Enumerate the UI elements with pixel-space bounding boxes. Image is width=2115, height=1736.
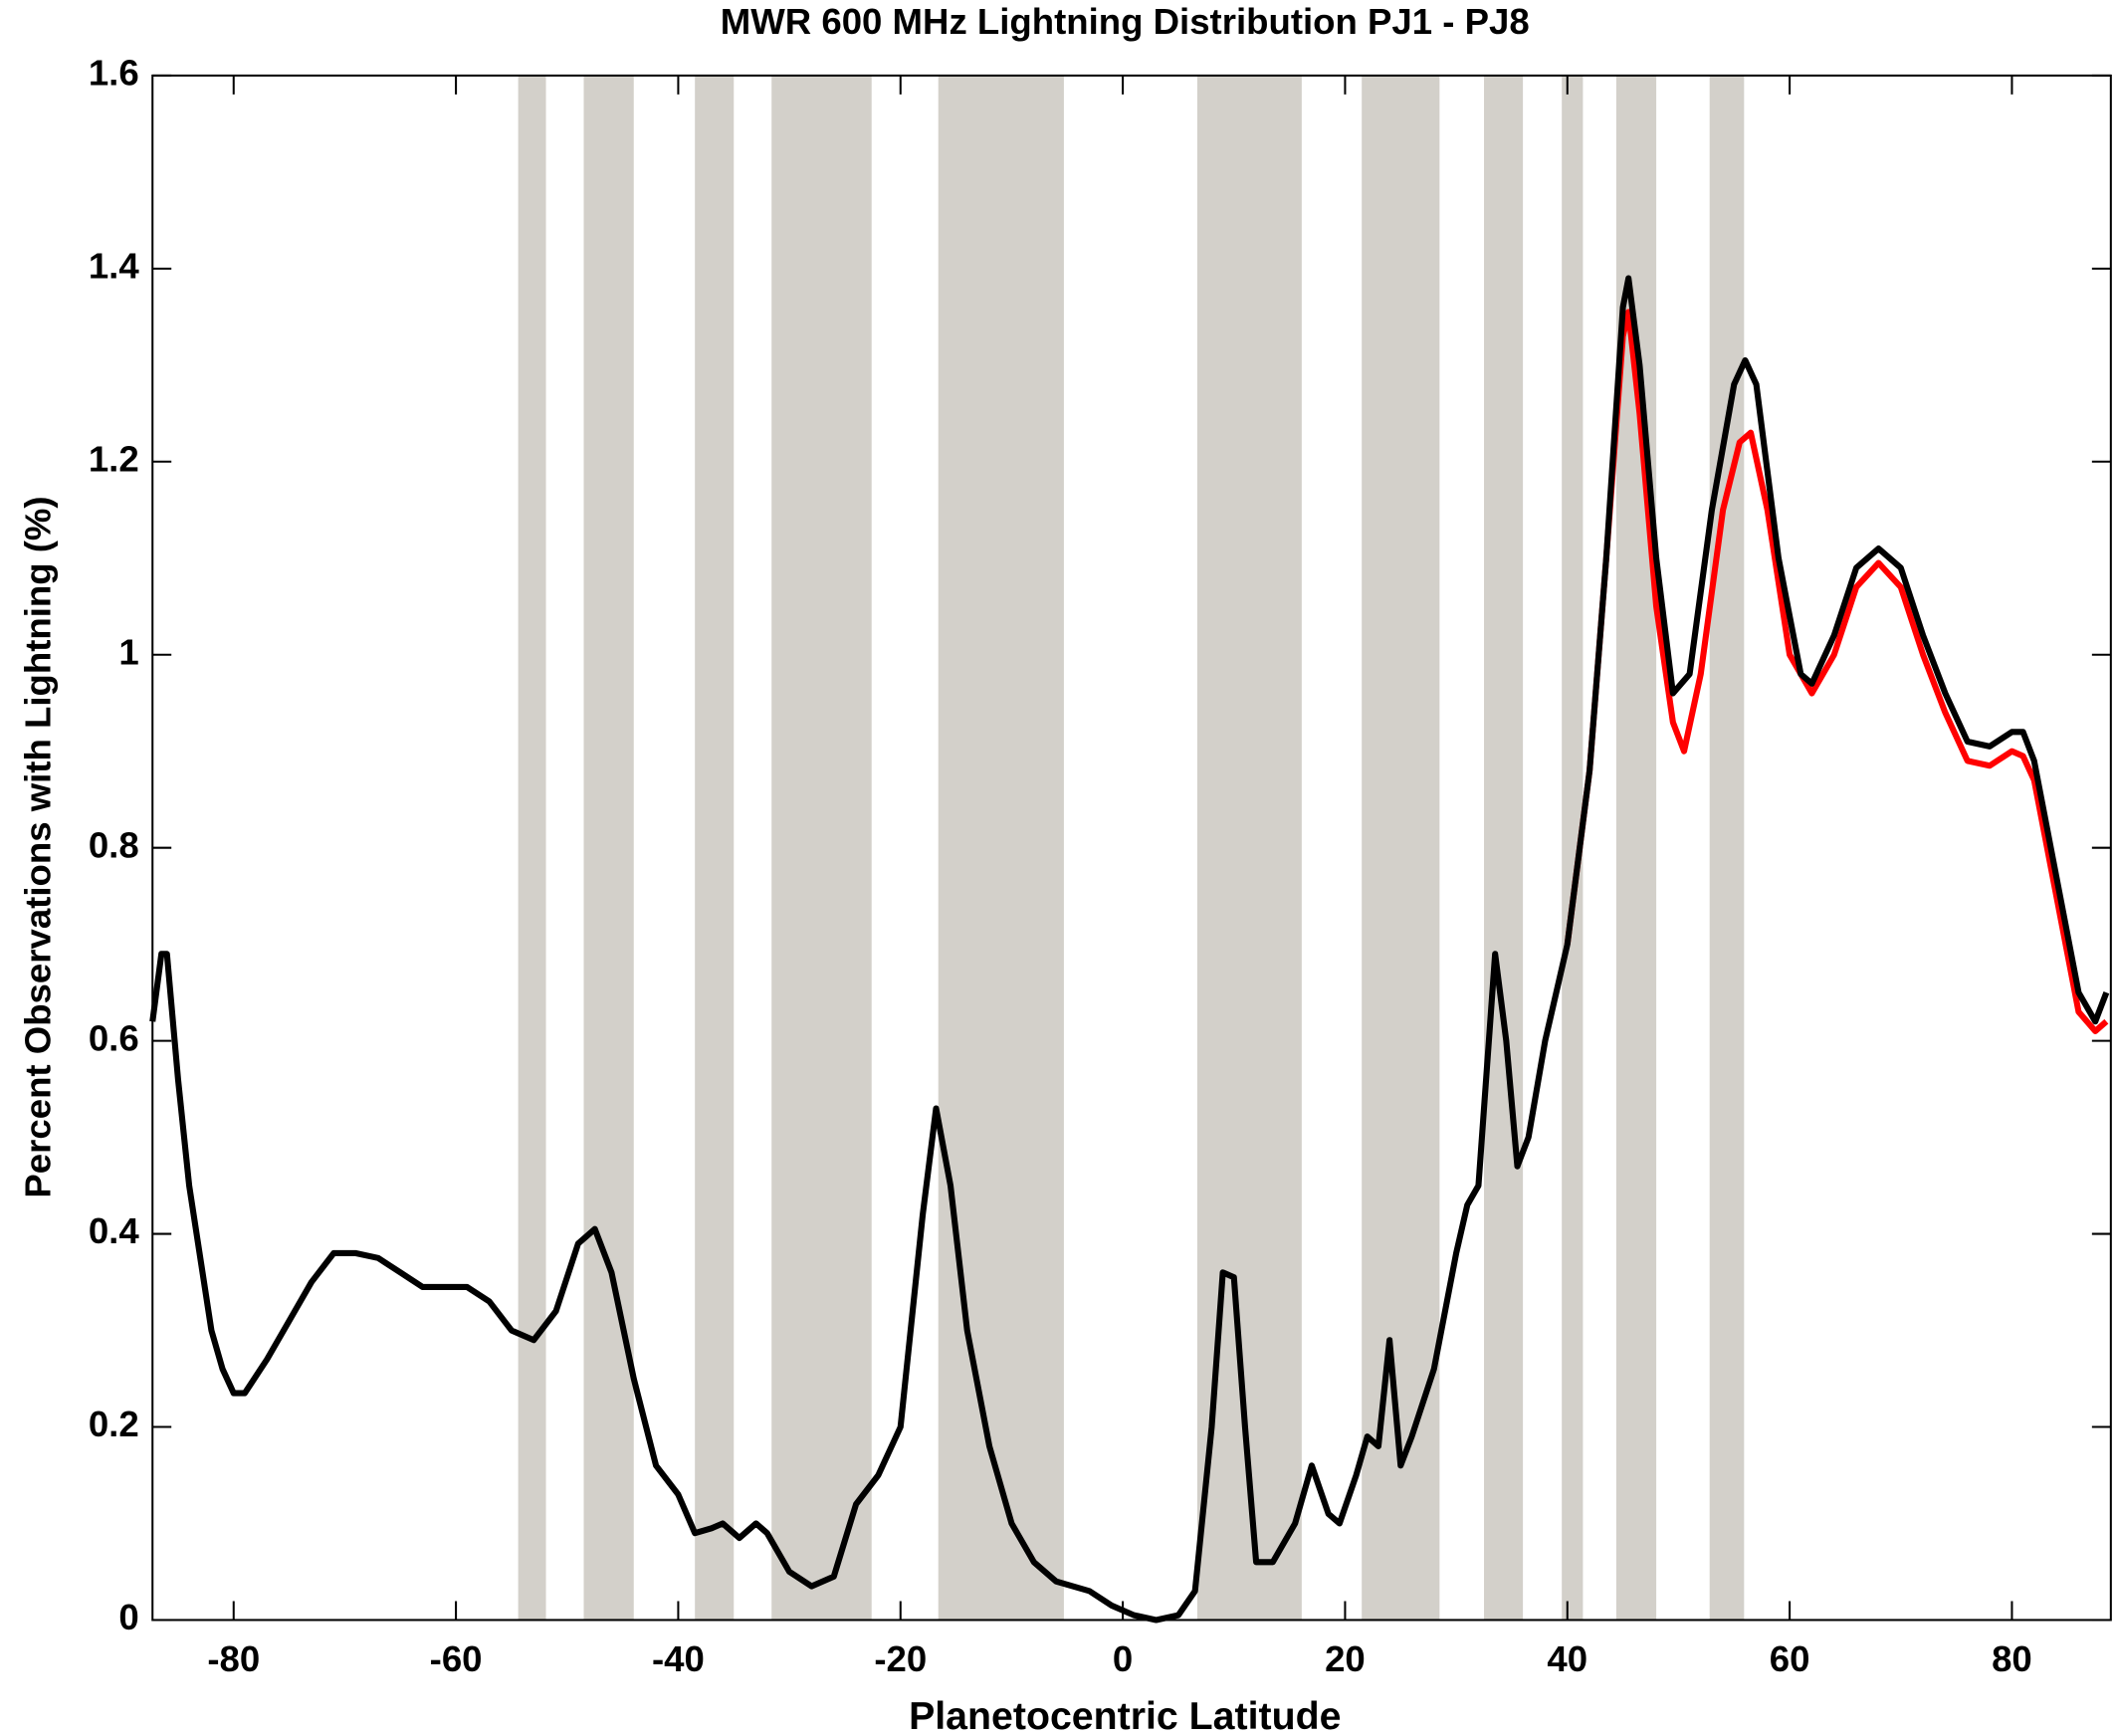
x-tick-label: 20 (1325, 1638, 1366, 1679)
shaded-region (1709, 75, 1745, 1621)
x-tick-label: -80 (207, 1638, 260, 1679)
y-tick-label: 0.6 (89, 1017, 139, 1058)
plot-frame (151, 74, 2112, 1622)
y-tick-label: 1.4 (89, 245, 140, 286)
shaded-region (1484, 75, 1524, 1621)
y-tick-label: 0.8 (89, 824, 139, 865)
x-tick-label: -60 (430, 1638, 483, 1679)
shaded-region (771, 75, 872, 1621)
line-series (1564, 309, 2109, 1034)
x-tick-label: -40 (652, 1638, 705, 1679)
y-tick-label: 0.2 (89, 1404, 139, 1444)
y-tick-label: 1.6 (89, 53, 139, 94)
shaded-region (583, 75, 634, 1621)
shaded-region (1362, 75, 1440, 1621)
y-tick-label: 1 (118, 631, 138, 672)
y-tick-label: 1.2 (89, 438, 139, 479)
x-tick-label: 40 (1547, 1638, 1587, 1679)
shaded-region (518, 75, 546, 1621)
shaded-region (695, 75, 735, 1621)
y-tick-label: 0 (118, 1597, 138, 1637)
y-axis-label: Percent Observations with Lightning (%) (17, 496, 58, 1197)
x-tick-label: 80 (1992, 1638, 2032, 1679)
x-tick-label: -20 (874, 1638, 927, 1679)
line-series (149, 275, 2110, 1624)
shaded-region (938, 75, 1064, 1621)
x-axis-label: Planetocentric Latitude (909, 1694, 1341, 1736)
shaded-region (1562, 75, 1584, 1621)
x-tick-label: 60 (1770, 1638, 1810, 1679)
chart-title: MWR 600 MHz Lightning Distribution PJ1 -… (721, 1, 1530, 42)
x-tick-label: 0 (1113, 1638, 1133, 1679)
y-tick-label: 0.4 (89, 1210, 140, 1251)
